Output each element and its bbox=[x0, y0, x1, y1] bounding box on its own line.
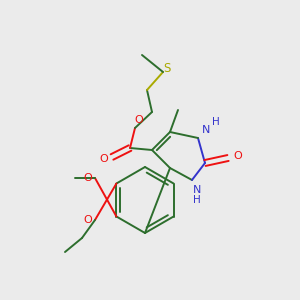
Text: O: O bbox=[84, 173, 92, 183]
Text: H: H bbox=[212, 117, 220, 127]
Text: O: O bbox=[100, 154, 108, 164]
Text: N: N bbox=[202, 125, 210, 135]
Text: S: S bbox=[163, 61, 171, 74]
Text: O: O bbox=[84, 215, 92, 225]
Text: N: N bbox=[193, 185, 201, 195]
Text: O: O bbox=[135, 115, 143, 125]
Text: H: H bbox=[193, 195, 201, 205]
Text: O: O bbox=[234, 151, 242, 161]
